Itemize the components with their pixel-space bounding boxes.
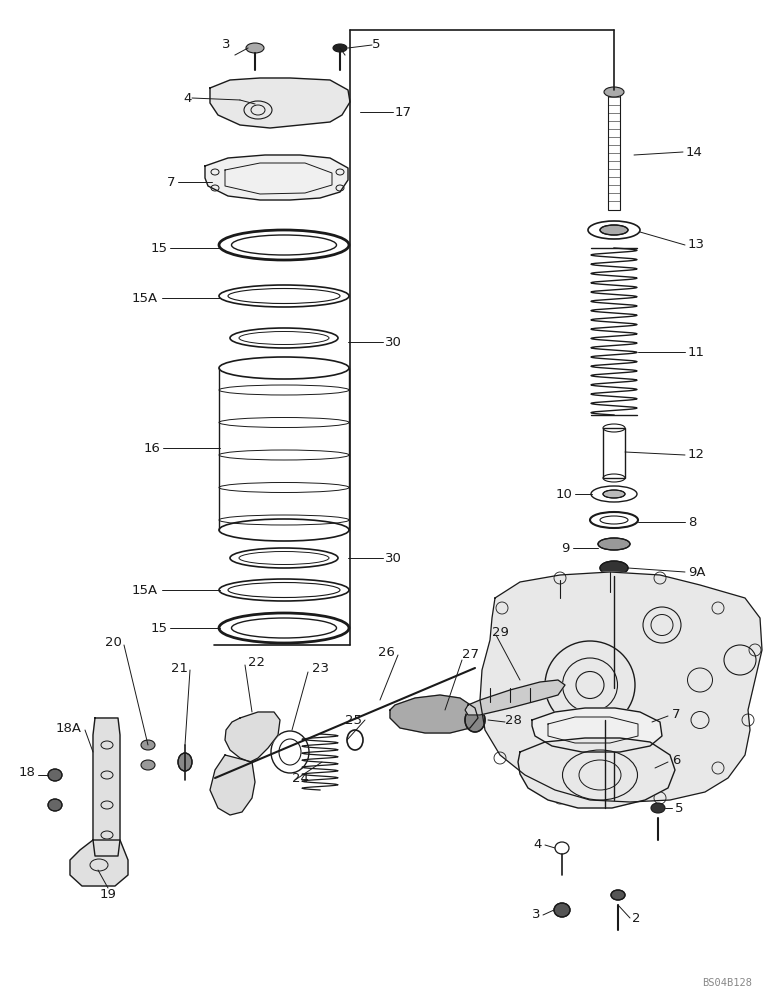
Text: 7: 7 — [167, 176, 175, 188]
Text: 23: 23 — [312, 662, 329, 674]
Text: 19: 19 — [100, 888, 117, 901]
Text: 4: 4 — [184, 92, 192, 104]
Bar — [608, 92, 620, 210]
Text: 29: 29 — [492, 626, 509, 639]
Ellipse shape — [600, 561, 628, 575]
Text: 25: 25 — [345, 714, 362, 726]
Polygon shape — [465, 680, 565, 715]
Polygon shape — [532, 708, 662, 752]
Text: 16: 16 — [143, 442, 160, 454]
Polygon shape — [70, 840, 128, 886]
Polygon shape — [93, 718, 120, 856]
Polygon shape — [480, 572, 762, 802]
Text: 26: 26 — [378, 646, 395, 658]
Text: 3: 3 — [531, 908, 540, 922]
Text: 17: 17 — [395, 105, 412, 118]
Ellipse shape — [598, 538, 630, 550]
Polygon shape — [225, 712, 280, 762]
Polygon shape — [210, 755, 255, 815]
Ellipse shape — [554, 903, 570, 917]
Text: 27: 27 — [462, 648, 479, 662]
Text: 15: 15 — [151, 241, 168, 254]
Text: 13: 13 — [688, 238, 705, 251]
Ellipse shape — [178, 753, 192, 771]
Text: 2: 2 — [632, 912, 641, 924]
Text: 30: 30 — [385, 336, 402, 349]
Polygon shape — [390, 695, 478, 733]
Text: 24: 24 — [292, 772, 309, 784]
Text: 5: 5 — [372, 38, 381, 51]
Text: 14: 14 — [686, 145, 703, 158]
Text: 15A: 15A — [132, 584, 158, 596]
Text: 5: 5 — [675, 802, 683, 814]
Ellipse shape — [246, 43, 264, 53]
Text: 18: 18 — [18, 766, 35, 778]
Text: 20: 20 — [105, 636, 122, 648]
Text: BS04B128: BS04B128 — [702, 978, 752, 988]
Text: 4: 4 — [533, 838, 542, 852]
Text: 3: 3 — [222, 38, 230, 51]
Ellipse shape — [141, 740, 155, 750]
Text: 18A: 18A — [56, 722, 82, 734]
Ellipse shape — [141, 760, 155, 770]
Ellipse shape — [651, 803, 665, 813]
Ellipse shape — [600, 225, 628, 235]
Polygon shape — [205, 155, 348, 200]
Text: 6: 6 — [672, 754, 680, 766]
Text: 22: 22 — [248, 656, 265, 668]
Text: 10: 10 — [555, 488, 572, 500]
Text: 12: 12 — [688, 448, 705, 462]
Ellipse shape — [604, 87, 624, 97]
Ellipse shape — [48, 799, 62, 811]
Text: 9A: 9A — [688, 566, 706, 578]
Text: 9: 9 — [561, 542, 570, 554]
Ellipse shape — [611, 890, 625, 900]
Text: 30: 30 — [385, 552, 402, 564]
Text: 7: 7 — [672, 708, 680, 720]
Polygon shape — [210, 78, 350, 128]
Text: 28: 28 — [505, 714, 522, 726]
Text: 21: 21 — [171, 662, 188, 674]
Text: 15A: 15A — [132, 292, 158, 304]
Text: 11: 11 — [688, 346, 705, 359]
Ellipse shape — [48, 769, 62, 781]
Ellipse shape — [603, 490, 625, 498]
Bar — [603, 428, 625, 478]
Text: 15: 15 — [151, 621, 168, 635]
Polygon shape — [518, 738, 675, 808]
Ellipse shape — [333, 44, 347, 52]
Text: 8: 8 — [688, 516, 696, 528]
Ellipse shape — [465, 708, 485, 732]
